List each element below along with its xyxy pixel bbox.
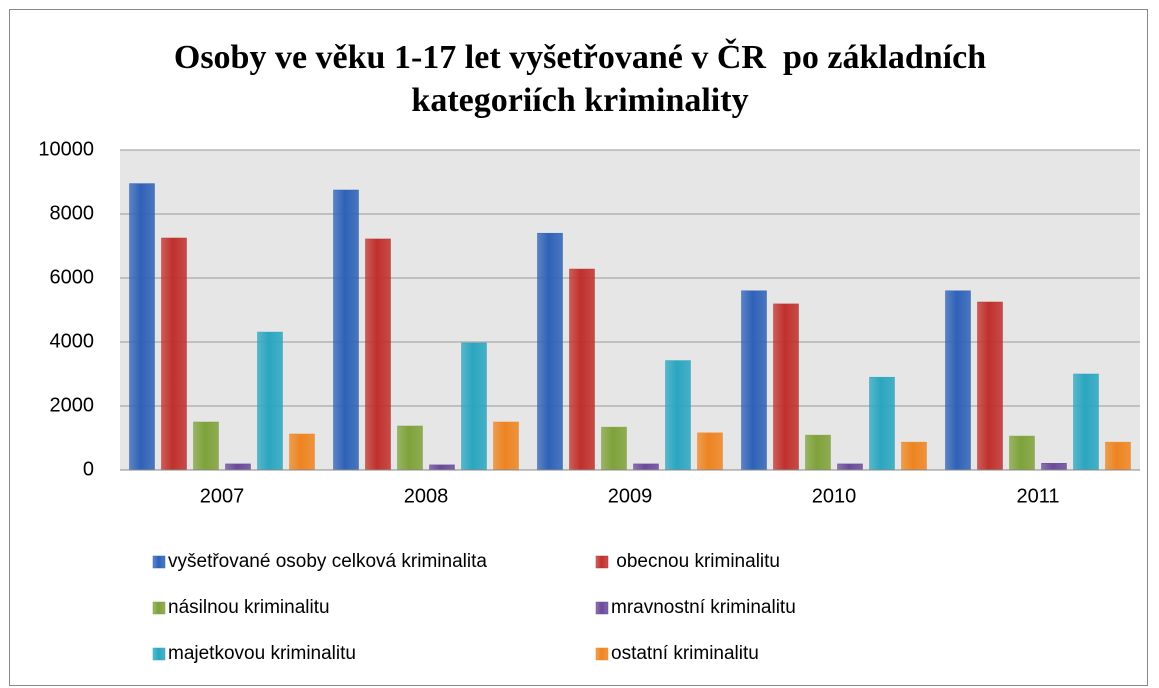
legend-label: ostatní kriminalitu xyxy=(611,643,759,664)
bar xyxy=(837,463,863,471)
x-tick-label: 2010 xyxy=(812,485,857,507)
bar xyxy=(397,425,423,471)
legend-swatch xyxy=(152,555,166,569)
y-tick-label: 8000 xyxy=(50,202,95,224)
legend-label: obecnou kriminalitu xyxy=(611,551,780,572)
legend-swatch xyxy=(595,647,609,661)
bar xyxy=(977,301,1003,471)
bar xyxy=(569,268,595,471)
y-tick-label: 2000 xyxy=(50,394,95,416)
bar xyxy=(429,464,455,471)
y-tick-label: 0 xyxy=(83,458,94,480)
bar xyxy=(225,463,251,471)
bar xyxy=(193,421,219,471)
bar xyxy=(665,360,691,471)
legend-label: násilnou kriminalitu xyxy=(168,597,330,618)
y-tick-label: 4000 xyxy=(50,330,95,352)
bar xyxy=(697,432,723,471)
bar xyxy=(805,434,831,471)
bar xyxy=(1073,373,1099,471)
bar xyxy=(333,189,359,471)
legend-label: vyšetřované osoby celková kriminalita xyxy=(168,551,487,572)
y-tick-label: 10000 xyxy=(38,138,94,160)
bar xyxy=(741,290,767,471)
bar xyxy=(1041,463,1067,471)
x-tick-label: 2007 xyxy=(200,485,245,507)
chart-frame xyxy=(9,9,1148,686)
bar xyxy=(773,303,799,471)
bar xyxy=(945,290,971,471)
x-tick-label: 2008 xyxy=(404,485,449,507)
x-tick-label: 2009 xyxy=(608,485,653,507)
bar xyxy=(161,237,187,471)
bar xyxy=(869,376,895,471)
bar xyxy=(1009,435,1035,471)
bar xyxy=(289,433,315,471)
bar xyxy=(257,331,283,471)
legend-label: mravnostní kriminalitu xyxy=(611,597,796,618)
legend-swatch xyxy=(152,601,166,615)
chart-title: Osoby ve věku 1-17 let vyšetřované v ČR … xyxy=(173,39,995,119)
bar xyxy=(1105,441,1131,471)
bar xyxy=(365,238,391,471)
legend-swatch xyxy=(595,555,609,569)
bar xyxy=(537,232,563,471)
bar xyxy=(493,421,519,471)
bar xyxy=(129,183,155,471)
bar xyxy=(461,342,487,471)
legend-swatch xyxy=(152,647,166,661)
bar xyxy=(633,463,659,471)
x-tick-label: 2011 xyxy=(1016,485,1059,507)
y-tick-label: 6000 xyxy=(50,266,95,288)
bar xyxy=(901,441,927,471)
legend-swatch xyxy=(595,601,609,615)
legend-label: majetkovou kriminalitu xyxy=(168,643,356,664)
bar xyxy=(601,426,627,471)
